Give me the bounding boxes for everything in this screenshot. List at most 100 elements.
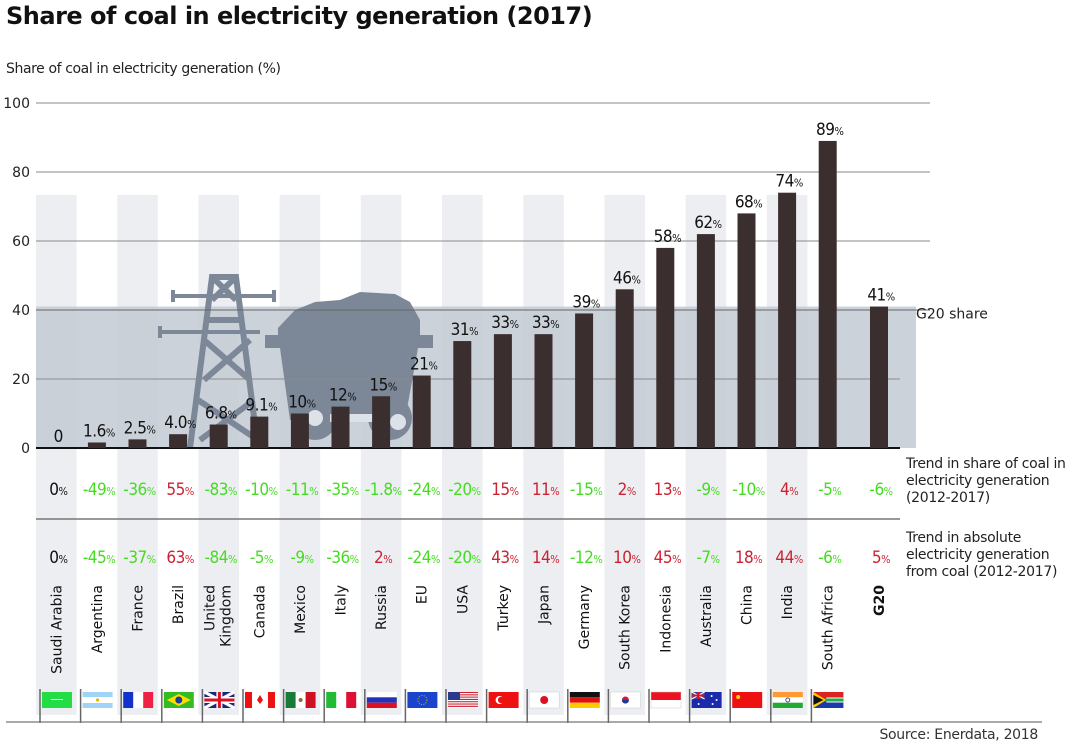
share-trend-label-line: (2012-2017) [906,490,990,506]
south-africa-flag [810,689,844,723]
category-label: France [131,585,147,632]
argentina-flag [79,689,113,723]
column-stripe [523,195,564,715]
category-label: EU [415,585,431,604]
saudi-arabia-flag [39,689,72,723]
canada-flag [242,689,275,723]
bar [870,306,888,448]
bar [493,334,512,448]
category-label-text: Germany [577,585,593,649]
bar-value-label: 33% [532,313,559,333]
share-trend-value: -24% [408,480,440,500]
brazil-flag [161,689,194,723]
bar-value-label: 21% [410,355,437,375]
absolute-trend-label-line: from coal (2012-2017) [906,564,1058,580]
share-trend-value: 0% [49,480,67,500]
chart-title: Share of coal in electricity generation … [6,2,593,30]
bar-value-label: 10% [288,393,315,413]
france-flag [120,689,154,723]
bar [818,140,837,448]
share-trend-value: 13% [654,480,681,500]
category-label: Saudi Arabia [49,585,65,674]
absolute-trend-label-line: Trend in absolute [906,530,1022,546]
absolute-trend-value: -7% [696,548,719,568]
y-tick-label: 20 [12,372,30,388]
absolute-trend-value: -45% [83,548,115,568]
category-label-text: Australia [699,585,715,647]
category-label-text: EU [415,585,431,604]
indonesia-flag [648,689,682,723]
absolute-trend-value: 5% [872,548,890,568]
mexico-flag [282,689,316,723]
bar [575,313,594,448]
russia-flag [364,689,397,723]
germany-flag [567,689,600,723]
category-label-text: India [780,585,796,619]
column-stripe [117,195,158,715]
bar [372,396,391,448]
category-label-text: Argentina [90,585,106,653]
bar [169,434,188,448]
category-label-text: Saudi Arabia [49,585,65,674]
category-label-text: China [740,585,756,625]
pylon-icon [158,274,276,449]
bar-value-label: 62% [694,213,721,233]
category-label: USA [455,585,471,614]
absolute-trend-value: -9% [290,548,313,568]
bar [737,213,756,448]
share-trend-row-label: Trend in share of coal in electricity ge… [906,456,1066,507]
category-label: Japan [537,585,553,625]
y-axis-label: Share of coal in electricity generation … [6,61,281,77]
share-trend-value: -11% [286,480,318,500]
category-label: South Africa [821,585,837,670]
bar [128,439,147,448]
category-label: Argentina [90,585,106,653]
bar-value-label: 1.6% [83,421,115,441]
category-label: South Korea [618,585,634,670]
absolute-trend-value: 63% [166,548,193,568]
absolute-trend-value: 2% [374,548,392,568]
y-tick-label: 0 [21,441,30,457]
share-trend-value: -20% [448,480,480,500]
absolute-trend-value: 43% [491,548,518,568]
absolute-trend-value: 14% [532,548,559,568]
category-label: Russia [374,585,390,630]
category-label: Brazil [171,585,187,624]
japan-flag [526,689,560,723]
share-trend-value: -36% [123,480,155,500]
absolute-trend-label-line: electricity generation [906,547,1050,563]
category-label: India [780,585,796,619]
absolute-trend-value: 10% [613,548,640,568]
column-stripe [442,195,483,715]
share-trend-value: -15% [570,480,602,500]
bar [209,424,228,448]
category-label-text: Russia [374,585,390,630]
category-label-text: G20 [872,585,888,616]
y-tick-label: 40 [12,303,30,319]
bar [453,341,472,448]
share-trend-value: -10% [245,480,277,500]
share-trend-value: -49% [83,480,115,500]
absolute-trend-value: -5% [250,548,273,568]
category-label: Australia [699,585,715,647]
absolute-trend-value: -20% [448,548,480,568]
bar [290,413,309,448]
bar-value-label: 4.0% [164,413,196,433]
y-tick-label: 80 [12,165,30,181]
absolute-trend-value: 0% [49,548,67,568]
bar-value-label: 46% [613,268,640,288]
bar-value-label: 15% [369,375,396,395]
category-label-text: Indonesia [658,585,674,653]
category-label-text: France [131,585,147,632]
category-label-text: Mexico [293,585,309,634]
share-trend-value: -1.8% [365,480,402,500]
share-trend-value: -10% [732,480,764,500]
share-trend-value: -5% [818,480,841,500]
category-label: United Kingdom [203,585,235,647]
absolute-trend-value: -36% [326,548,358,568]
bar [412,375,431,448]
category-label: Turkey [496,585,512,632]
absolute-trend-value: -6% [818,548,841,568]
uk-flag [201,689,236,723]
